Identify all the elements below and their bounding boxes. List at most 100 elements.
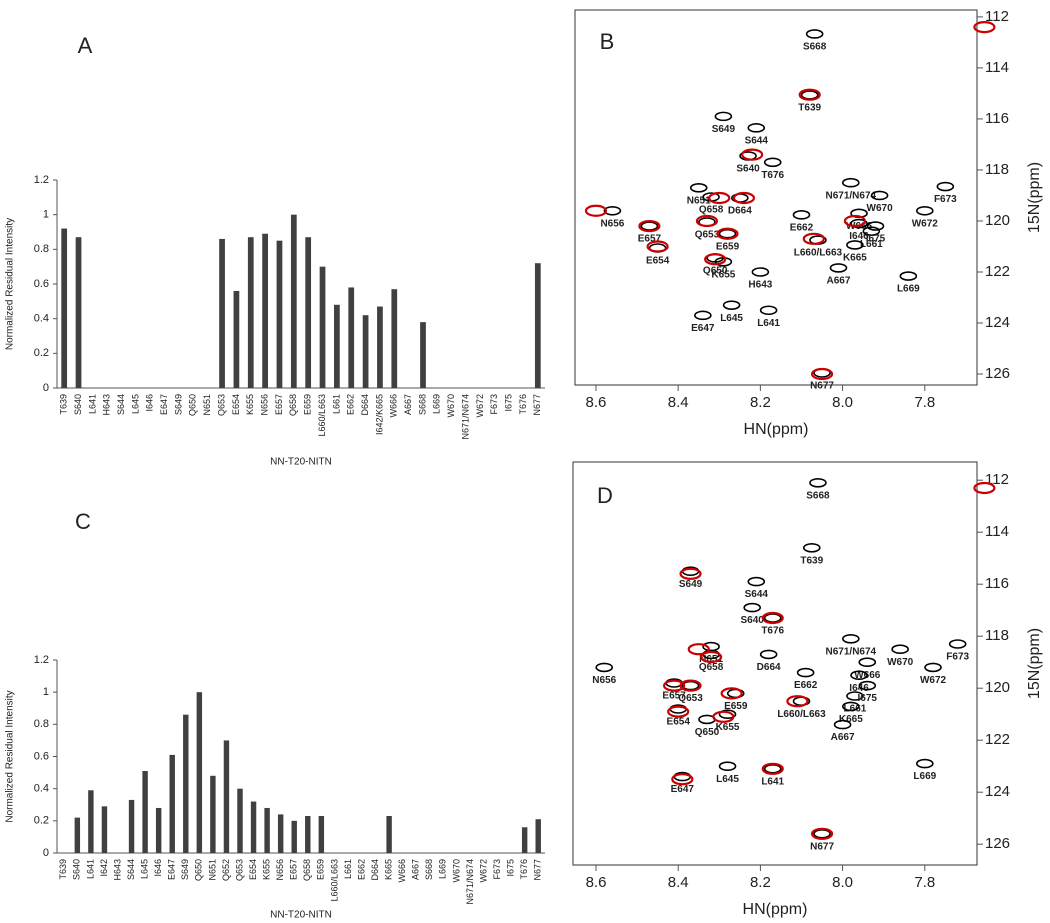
- y-tick-label: 0.4: [34, 783, 49, 795]
- x-tick-label: N671/N674: [465, 859, 475, 905]
- peak-label: L660/L663: [794, 248, 843, 259]
- peak-label: N671/N674: [826, 190, 877, 201]
- bar: [386, 816, 392, 853]
- peak-label: W672: [920, 675, 947, 686]
- bar: [291, 820, 297, 853]
- peak-label: E654: [667, 717, 691, 728]
- peak: [891, 644, 909, 655]
- red-peak: [638, 219, 661, 233]
- plot-frame: [574, 9, 978, 386]
- x-tick-label: N671/N674: [460, 394, 470, 440]
- peak: [763, 613, 782, 623]
- bar: [250, 801, 257, 853]
- peak-label: E647: [671, 784, 695, 795]
- x-tick-label: 8.0: [832, 394, 853, 411]
- x-tick-label: W672: [478, 859, 488, 883]
- x-tick-label: W666: [389, 394, 399, 418]
- y-tick-label: 1: [43, 209, 49, 221]
- peak-label: N651: [699, 654, 723, 665]
- red-peak: [741, 148, 764, 161]
- x-tick-label: K665: [383, 859, 393, 880]
- y-tick-label: 1.2: [34, 174, 49, 186]
- red-peak: [761, 611, 784, 625]
- peak-label: T639: [798, 103, 821, 114]
- red-peak: [687, 643, 710, 656]
- peak-label: S640: [736, 164, 760, 175]
- bar: [101, 806, 108, 853]
- y-tick-label: 118: [985, 161, 1009, 178]
- peak: [763, 763, 782, 774]
- y-tick-label: 0.8: [34, 718, 49, 730]
- x-tick-label: L661: [331, 394, 341, 414]
- peak-label: E662: [790, 222, 814, 233]
- peak-label: N677: [810, 841, 834, 852]
- x-axis-label: HN(ppm): [743, 901, 808, 918]
- peak-label: F673: [934, 194, 957, 205]
- x-tick-label: N656: [275, 859, 285, 881]
- peak: [948, 639, 967, 649]
- peak: [813, 828, 831, 839]
- x-tick-label: S668: [417, 394, 427, 415]
- x-tick-label: 8.0: [832, 874, 853, 891]
- x-tick-label: E657: [289, 859, 299, 880]
- x-tick-label: E659: [303, 394, 313, 415]
- bar: [305, 816, 311, 853]
- peak-label: F673: [946, 652, 969, 663]
- x-axis-label: NN-T20-NITN: [270, 457, 332, 468]
- peak: [842, 701, 860, 712]
- peak: [743, 602, 761, 613]
- peak: [850, 218, 868, 229]
- peak: [916, 758, 934, 769]
- peak-label: N656: [600, 218, 624, 229]
- x-tick-label: 7.8: [914, 394, 935, 411]
- x-tick-label: T639: [59, 394, 69, 415]
- peak-label: L661: [860, 239, 883, 250]
- x-tick-label: E654: [248, 859, 258, 880]
- bar: [169, 754, 175, 853]
- x-axis-label: NN-T20-NITN: [270, 910, 332, 921]
- red-peak: [716, 227, 739, 240]
- bar: [196, 692, 203, 853]
- x-tick-label: T639: [58, 859, 68, 880]
- x-tick-label: I642: [99, 859, 109, 877]
- x-tick-label: 8.4: [668, 394, 689, 411]
- y-tick-label: 126: [985, 835, 1010, 852]
- red-peak: [699, 650, 723, 664]
- x-tick-label: I675: [503, 394, 513, 412]
- y-tick-label: 114: [985, 59, 1009, 76]
- peak-label: L645: [720, 313, 743, 324]
- peak-label: N656: [592, 675, 616, 686]
- red-peak: [704, 253, 727, 266]
- peak-label: D664: [757, 662, 781, 673]
- x-tick-label: Q650: [188, 394, 198, 416]
- x-tick-label: W666: [397, 859, 407, 883]
- y-axis-label: 15N(ppm): [1026, 628, 1043, 699]
- peak: [718, 761, 737, 772]
- peak: [802, 542, 821, 553]
- x-tick-label: H643: [112, 859, 122, 881]
- bar: [534, 263, 541, 388]
- peak: [689, 183, 708, 193]
- peak: [842, 177, 860, 188]
- y-axis-label: Normalized Residual Intensity: [5, 218, 16, 350]
- peak-label: W672: [912, 218, 939, 229]
- red-peak: [663, 679, 686, 692]
- y-tick-label: 114: [985, 523, 1009, 540]
- bar: [61, 228, 68, 388]
- bar: [262, 233, 268, 388]
- red-peak: [973, 481, 996, 495]
- x-tick-label: 8.2: [750, 874, 771, 891]
- peak-label: K665: [839, 714, 863, 725]
- peak-label: S649: [712, 124, 736, 135]
- bar: [334, 304, 340, 388]
- x-tick-label: L660/L663: [329, 859, 339, 902]
- panel-label: A: [78, 33, 93, 58]
- bar: [318, 816, 325, 853]
- x-tick-label: L661: [343, 859, 353, 879]
- x-tick-label: 8.2: [750, 394, 771, 411]
- y-tick-label: 0.2: [34, 815, 49, 827]
- peak-label: T639: [800, 555, 823, 566]
- x-tick-label: A667: [411, 859, 421, 880]
- y-tick-label: 120: [985, 212, 1010, 229]
- x-tick-label: N677: [533, 859, 543, 881]
